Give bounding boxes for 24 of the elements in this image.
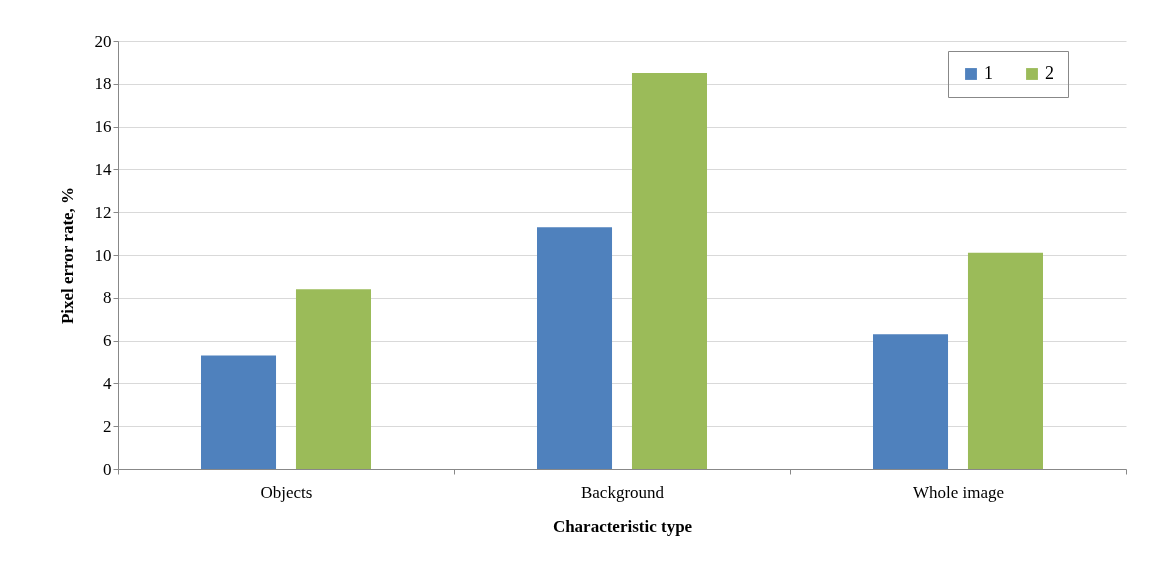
y-tick-label: 0 (103, 459, 112, 479)
x-tick-label: Whole image (912, 482, 1005, 502)
y-tick-label: 4 (103, 373, 112, 393)
bar (967, 252, 1043, 469)
y-tick-label: 10 (94, 245, 112, 265)
y-tick-label: 8 (103, 288, 112, 308)
y-tick-label: 16 (94, 117, 112, 137)
y-tick-label: 18 (94, 74, 112, 94)
x-tick-label: Objects (260, 482, 313, 502)
bar (537, 227, 613, 469)
y-axis-title: Pixel error rate, % (57, 186, 77, 325)
bar (201, 355, 277, 469)
x-axis-title: Characteristic type (552, 516, 693, 536)
y-tick-label: 20 (94, 31, 112, 51)
y-tick-label: 12 (94, 202, 112, 222)
y-tick-label: 6 (103, 331, 112, 351)
y-tick-label: 2 (103, 416, 112, 436)
bar (873, 334, 949, 469)
y-tick-label: 14 (94, 159, 112, 179)
bar (631, 73, 707, 469)
legend-label: 1 (984, 63, 993, 83)
legend-label: 2 (1045, 63, 1054, 83)
bar (295, 289, 371, 469)
x-tick-label: Background (580, 482, 665, 502)
